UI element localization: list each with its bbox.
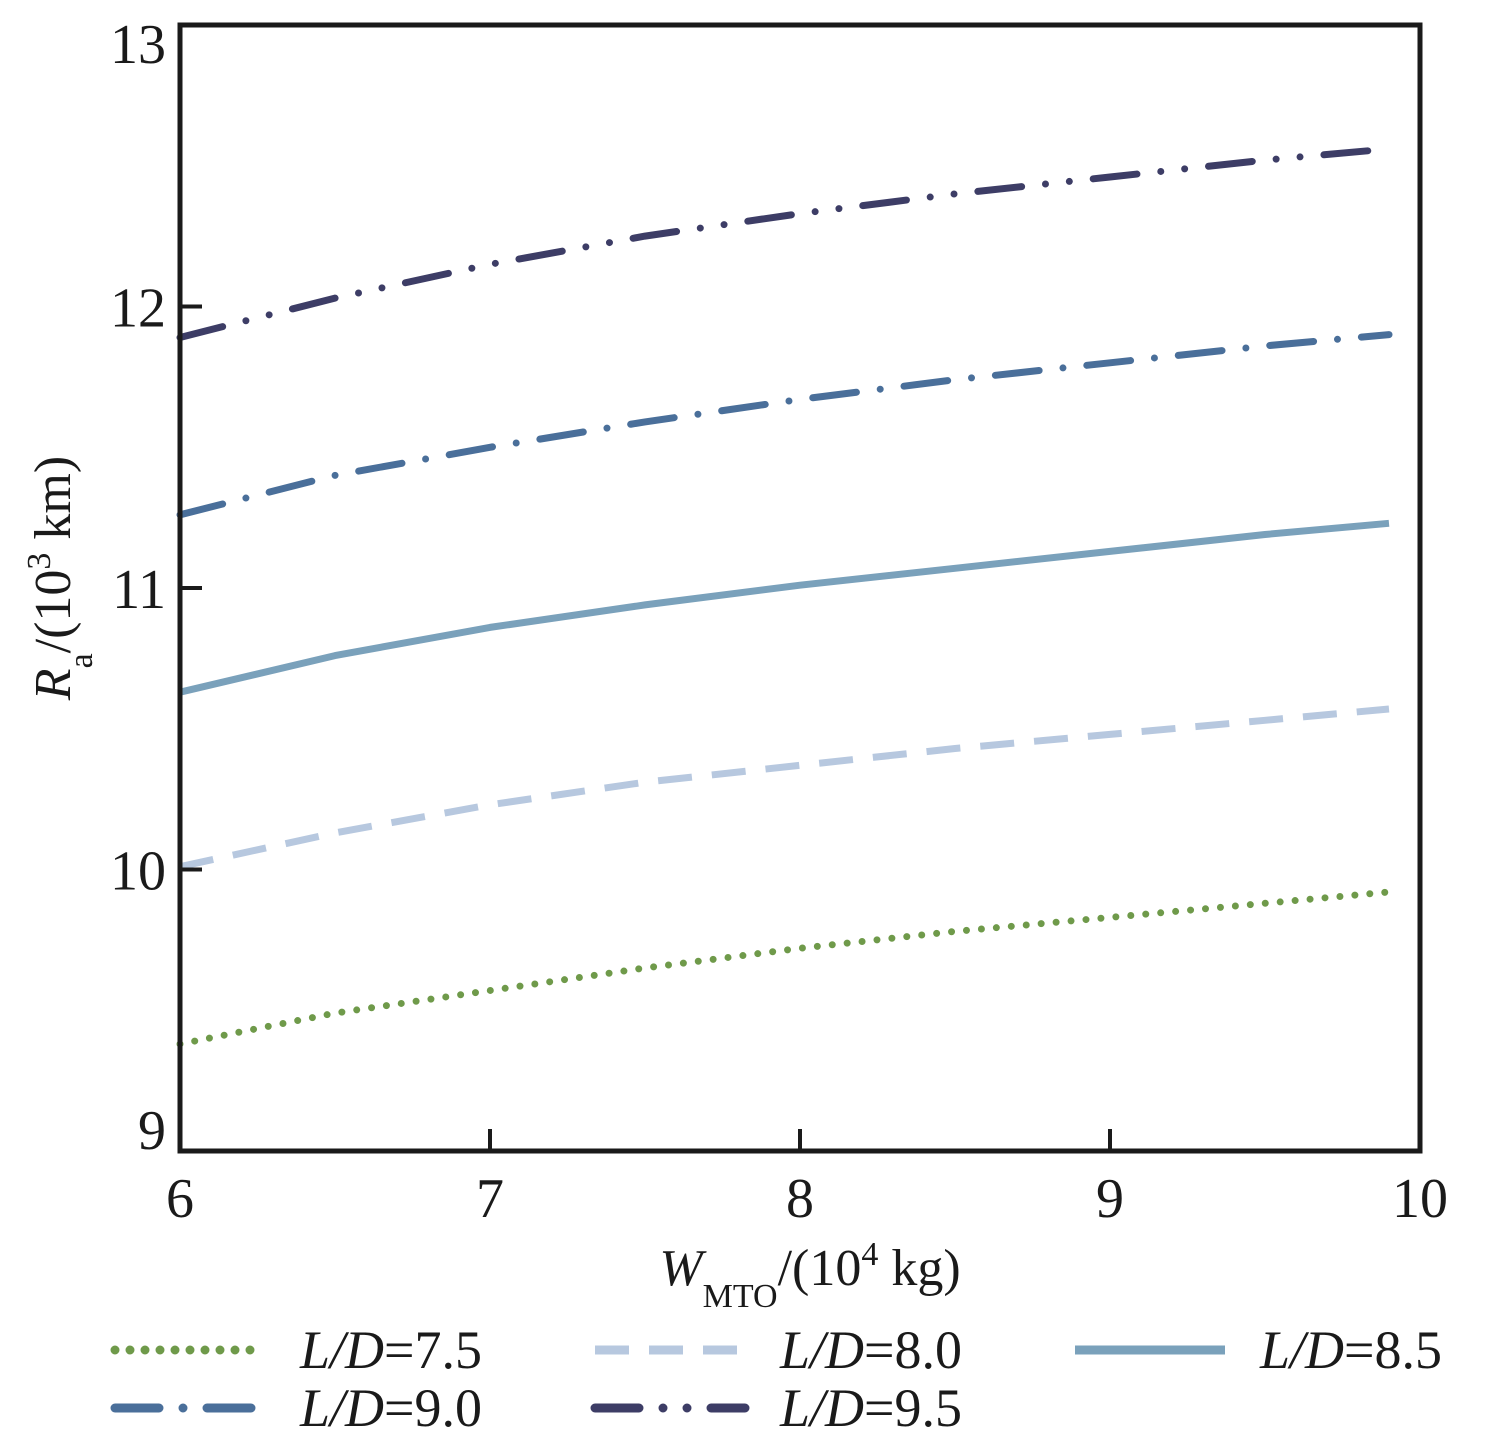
legend-label-4: L/D=9.5 <box>779 1378 962 1438</box>
x-tick-label-0: 6 <box>166 1168 194 1230</box>
legend-label-3: L/D=9.0 <box>299 1378 482 1438</box>
y-tick-label-0: 9 <box>138 1100 166 1162</box>
x-tick-label-1: 7 <box>476 1168 504 1230</box>
x-axis-label-main: W <box>659 1240 707 1297</box>
y-axis-label-sub: a <box>63 653 100 668</box>
series-line-0 <box>176 888 1393 1048</box>
legend-label-1: L/D=8.0 <box>779 1320 962 1380</box>
y-axis-label-main: R <box>25 668 82 701</box>
y-axis-label-rest: /(10 <box>25 570 82 654</box>
y-tick-label-3: 12 <box>110 278 166 340</box>
x-tick-label-3: 9 <box>1096 1168 1124 1230</box>
y-axis-label-unit: km) <box>25 456 82 553</box>
y-axis-label-sup: 3 <box>21 553 58 570</box>
x-axis-label-rest: /(10 <box>778 1240 862 1297</box>
y-axis-label: Ra/(103 km) <box>21 456 100 701</box>
series-line-3 <box>176 331 1393 519</box>
legend-label-0: L/D=7.5 <box>299 1320 482 1380</box>
legend: L/D=7.5 L/D=8.0 L/D=8.5 L/D=9.0 L/D=9.5 <box>110 1320 1442 1438</box>
series-line-2 <box>179 519 1390 696</box>
series-lines <box>176 145 1393 1048</box>
x-axis-label-sup: 4 <box>861 1236 878 1273</box>
axis-ticks: 6 7 8 9 10 9 10 11 12 13 <box>110 14 1448 1230</box>
y-tick-label-2: 11 <box>112 559 166 621</box>
y-tick-label-1: 10 <box>110 841 166 903</box>
series-line-1 <box>179 705 1390 871</box>
x-tick-label-2: 8 <box>786 1168 814 1230</box>
x-tick-label-4: 10 <box>1392 1168 1448 1230</box>
legend-label-2: L/D=8.5 <box>1259 1320 1442 1380</box>
x-axis-label-sub: MTO <box>703 1278 778 1315</box>
series-line-4 <box>176 145 1393 341</box>
x-axis-label-unit: kg) <box>878 1240 960 1297</box>
x-axis-label: WMTO/(104 kg) <box>659 1236 960 1315</box>
y-tick-label-4: 13 <box>110 14 166 76</box>
